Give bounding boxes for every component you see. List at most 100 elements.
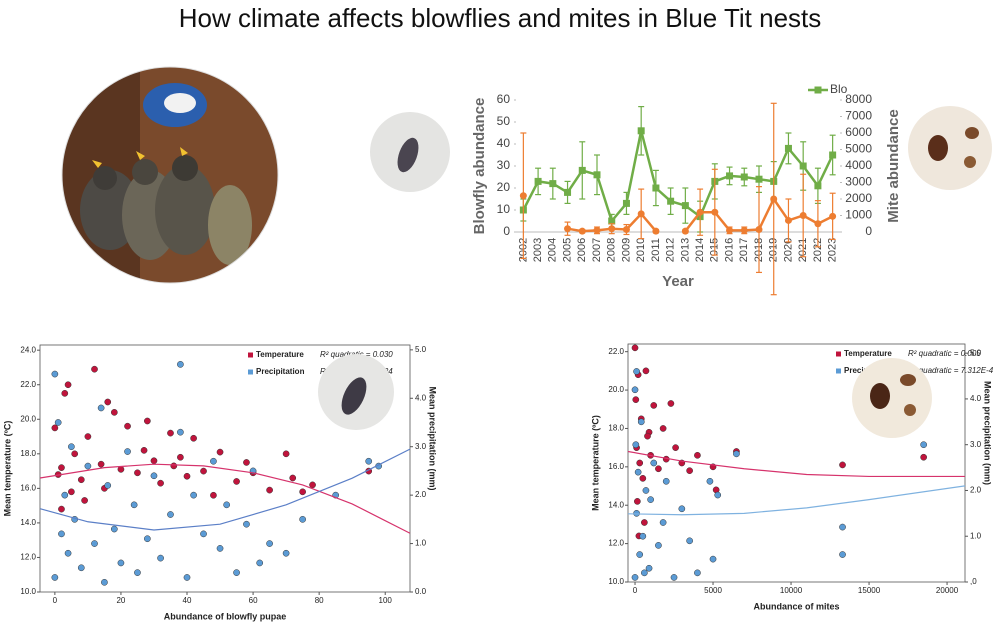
y-axis-label: Blowfly abundance [471, 98, 488, 235]
point [642, 487, 650, 494]
y-tick-label: 10.0 [20, 587, 36, 596]
point [110, 525, 118, 533]
point [64, 381, 72, 389]
y-tick-label: 14.0 [608, 500, 624, 509]
point [637, 127, 645, 135]
point [134, 569, 141, 576]
point [104, 482, 112, 489]
y2-tick-label: 7000 [845, 109, 872, 123]
point [799, 212, 807, 219]
point [190, 434, 197, 442]
point [150, 472, 158, 480]
plot-frame [627, 343, 966, 583]
point [81, 497, 88, 504]
point [365, 457, 373, 465]
point [110, 409, 118, 416]
point [634, 498, 641, 505]
y-tick-label: 30 [497, 158, 511, 172]
point [104, 398, 112, 406]
point [655, 542, 662, 549]
fit-line [627, 450, 965, 478]
y2-tick-label: 4.0 [415, 393, 427, 402]
point [177, 361, 184, 368]
point [593, 171, 601, 179]
point [233, 569, 240, 576]
y-tick-label: 16.0 [608, 462, 624, 471]
point [784, 144, 792, 152]
point [101, 578, 108, 586]
x-tick-label: 2008 [606, 238, 618, 262]
point [637, 418, 645, 426]
mite-inset-photo [852, 358, 932, 438]
y-tick-label: 10.0 [608, 577, 624, 586]
point [678, 505, 686, 513]
point [519, 192, 527, 200]
point [144, 417, 151, 425]
point [645, 564, 653, 572]
y-tick-label: 60 [497, 92, 511, 106]
y2-tick-label: 3.0 [415, 442, 427, 451]
legend-label: Blo [830, 82, 848, 96]
point [622, 199, 630, 207]
y2-tick-label: 6000 [845, 125, 872, 139]
point [51, 370, 59, 378]
y2-tick-label: 5.0 [415, 345, 427, 354]
x-axis-label: Abundance of blowfly pupae [164, 611, 287, 621]
point [64, 549, 72, 557]
y-tick-label: 14.0 [20, 518, 36, 527]
x-tick-label: 20000 [936, 586, 959, 595]
x-tick-label: 2017 [738, 238, 750, 262]
legend-label: Temperature [256, 350, 304, 359]
x-tick-label: 2004 [547, 238, 559, 262]
y2-tick-label: 0 [865, 224, 872, 238]
point [639, 475, 647, 482]
y2-axis-label: Mite abundance [885, 109, 902, 222]
point [652, 227, 660, 235]
point [770, 195, 778, 203]
point [150, 457, 158, 465]
point [642, 367, 650, 375]
poster-title: How climate affects blowflies and mites … [179, 3, 822, 33]
x-tick-label: 2022 [812, 238, 824, 262]
y-tick-label: 20 [497, 180, 511, 194]
point [726, 172, 734, 180]
point [593, 226, 601, 234]
point [694, 569, 701, 577]
point [650, 402, 658, 409]
x-tick-label: 80 [315, 596, 324, 605]
x-tick-label: 40 [183, 596, 192, 605]
point [633, 368, 640, 375]
point [266, 540, 273, 547]
point [564, 188, 572, 196]
point [659, 425, 667, 432]
x-tick-label: 10000 [780, 586, 803, 595]
y2-tick-label: 4000 [845, 158, 872, 172]
y-tick-label: 12.0 [608, 539, 624, 548]
x-tick-label: 5000 [704, 586, 722, 595]
y2-tick-label: 2.0 [415, 490, 427, 499]
point [61, 390, 69, 397]
point [91, 365, 98, 373]
point [647, 496, 654, 503]
point [564, 225, 572, 233]
point [814, 182, 822, 190]
point [681, 202, 689, 210]
point [641, 569, 648, 577]
y2-tick-label: 4.0 [970, 394, 982, 403]
point [799, 162, 807, 170]
x-tick-label: 2006 [576, 238, 588, 262]
y-tick-label: 24.0 [20, 345, 36, 354]
x-tick-label: 2023 [827, 238, 839, 262]
point [639, 532, 647, 540]
legend-label: Temperature [844, 349, 892, 358]
point [839, 551, 846, 558]
point [670, 574, 678, 581]
y2-tick-label: 8000 [845, 92, 872, 106]
point [167, 511, 174, 518]
point [58, 505, 65, 513]
y-tick-label: 20.0 [20, 414, 36, 423]
y2-tick-label: 0.0 [415, 587, 427, 596]
plot-frame [39, 344, 411, 593]
y-tick-label: 20.0 [608, 385, 624, 394]
point [714, 491, 722, 499]
